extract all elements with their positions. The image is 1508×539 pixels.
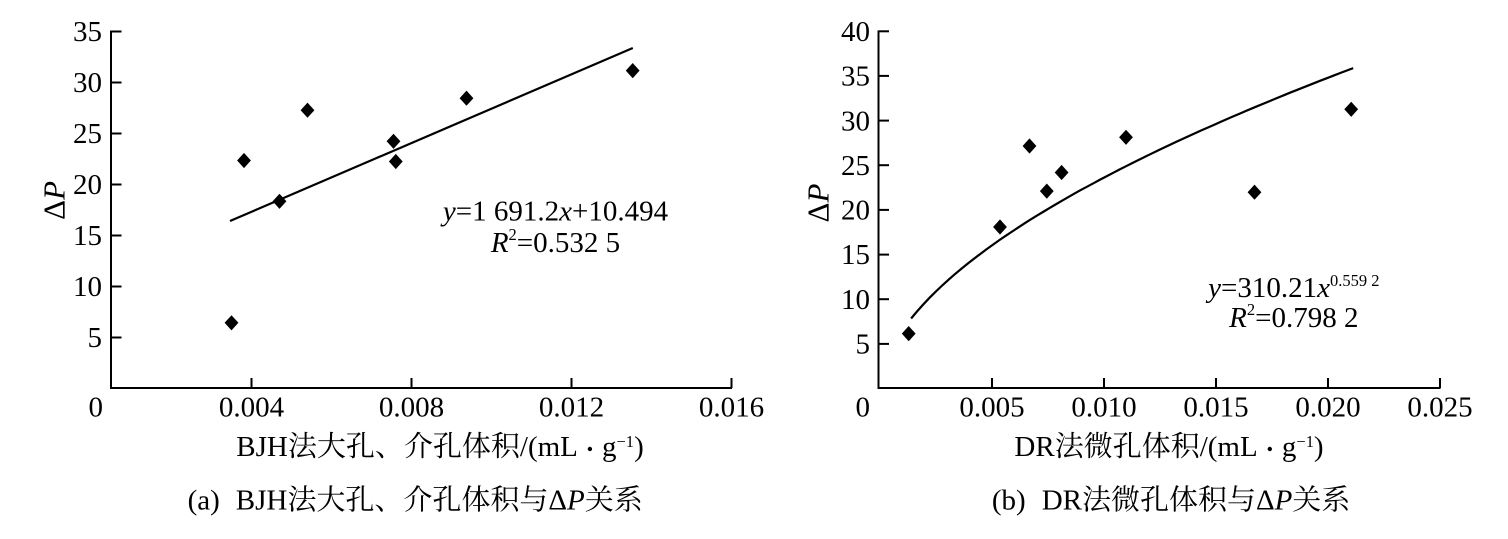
svg-text:0.015: 0.015 xyxy=(1183,392,1248,424)
svg-text:−1: −1 xyxy=(617,432,635,451)
svg-text:ΔP: ΔP xyxy=(801,184,836,223)
svg-text:0.005: 0.005 xyxy=(959,392,1024,424)
svg-text:g: g xyxy=(602,431,617,463)
svg-text:0.016: 0.016 xyxy=(699,392,764,424)
svg-text:/(mL: /(mL xyxy=(520,431,578,463)
svg-text:5: 5 xyxy=(856,329,871,361)
svg-text:0.004: 0.004 xyxy=(219,392,285,424)
svg-text:15: 15 xyxy=(841,239,870,271)
svg-text:0: 0 xyxy=(89,392,104,424)
svg-text:Δ: Δ xyxy=(548,485,567,517)
svg-text:(a): (a) xyxy=(188,485,220,517)
svg-text:0.025: 0.025 xyxy=(1407,392,1472,424)
svg-text:y=1 691.2x+10.494: y=1 691.2x+10.494 xyxy=(440,196,669,228)
svg-text:DR: DR xyxy=(1042,485,1083,517)
svg-text:P: P xyxy=(566,485,585,517)
svg-text:BJH: BJH xyxy=(236,431,288,463)
svg-text:0.008: 0.008 xyxy=(379,392,444,424)
svg-text:Δ: Δ xyxy=(1256,485,1275,517)
svg-text:0: 0 xyxy=(856,392,871,424)
svg-text:−1: −1 xyxy=(1296,432,1314,451)
svg-text:15: 15 xyxy=(73,220,102,252)
svg-text:(b): (b) xyxy=(992,485,1026,517)
svg-text:40: 40 xyxy=(841,16,870,48)
svg-text:y=310.21x0.559 2: y=310.21x0.559 2 xyxy=(1205,271,1379,304)
svg-text:10: 10 xyxy=(841,284,870,316)
svg-text:30: 30 xyxy=(841,105,870,137)
svg-text:20: 20 xyxy=(73,169,102,201)
svg-text:R2=0.532 5: R2=0.532 5 xyxy=(490,225,620,259)
svg-text:25: 25 xyxy=(841,150,870,182)
svg-text:): ) xyxy=(634,431,644,463)
svg-text:): ) xyxy=(1314,431,1324,463)
svg-text:0.010: 0.010 xyxy=(1071,392,1136,424)
svg-text:35: 35 xyxy=(841,61,870,93)
svg-text:BJH: BJH xyxy=(236,485,288,517)
svg-text:P: P xyxy=(1274,485,1293,517)
svg-text:5: 5 xyxy=(88,322,103,354)
svg-text:/(mL: /(mL xyxy=(1200,431,1258,463)
svg-text:0.020: 0.020 xyxy=(1295,392,1360,424)
svg-text:ΔP: ΔP xyxy=(36,181,71,220)
svg-text:30: 30 xyxy=(73,67,102,99)
svg-text:0.012: 0.012 xyxy=(539,392,604,424)
svg-text:10: 10 xyxy=(73,271,102,303)
svg-text:R2=0.798 2: R2=0.798 2 xyxy=(1228,300,1358,334)
svg-text:g: g xyxy=(1282,431,1297,463)
svg-text:20: 20 xyxy=(841,195,870,227)
svg-text:DR: DR xyxy=(1014,431,1055,463)
svg-text:35: 35 xyxy=(73,16,102,48)
svg-text:25: 25 xyxy=(73,118,102,150)
